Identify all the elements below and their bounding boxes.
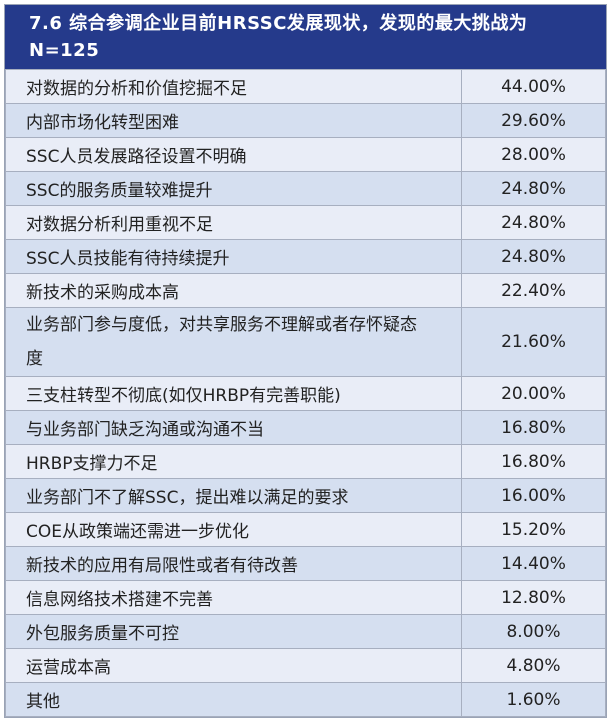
challenge-label: SSC的服务质量较难提升 (5, 171, 462, 206)
challenge-percentage: 12.80% (461, 580, 606, 615)
challenge-label: 新技术的采购成本高 (5, 273, 462, 308)
challenge-percentage: 21.60% (461, 307, 606, 377)
challenges-table: 7.6 综合参调企业目前HRSSC发展现状，发现的最大挑战为 N=125 对数据… (4, 4, 607, 718)
challenge-label: HRBP支撑力不足 (5, 444, 462, 479)
challenge-percentage: 24.80% (461, 239, 606, 274)
challenge-percentage: 15.20% (461, 512, 606, 547)
challenge-percentage: 14.40% (461, 546, 606, 581)
challenge-label: 内部市场化转型困难 (5, 103, 462, 138)
challenge-percentage: 16.00% (461, 478, 606, 513)
table-row: COE从政策端还需进一步优化 15.20% (5, 512, 606, 547)
table-row: 新技术的应用有局限性或者有待改善 14.40% (5, 546, 606, 581)
table-row: 三支柱转型不彻底(如仅HRBP有完善职能) 20.00% (5, 376, 606, 411)
challenge-label: 业务部门参与度低，对共享服务不理解或者存怀疑态度 (5, 307, 462, 377)
challenge-label: 外包服务质量不可控 (5, 614, 462, 649)
challenge-label: 运营成本高 (5, 648, 462, 683)
table-row: 业务部门不了解SSC，提出难以满足的要求 16.00% (5, 478, 606, 513)
table-title: 7.6 综合参调企业目前HRSSC发展现状，发现的最大挑战为 N=125 (5, 5, 606, 69)
table-row: HRBP支撑力不足 16.80% (5, 444, 606, 479)
challenge-percentage: 16.80% (461, 444, 606, 479)
challenge-label: SSC人员技能有待持续提升 (5, 239, 462, 274)
challenge-label: 与业务部门缺乏沟通或沟通不当 (5, 410, 462, 445)
challenge-percentage: 28.00% (461, 137, 606, 172)
table-row: SSC的服务质量较难提升 24.80% (5, 171, 606, 206)
challenge-percentage: 20.00% (461, 376, 606, 411)
challenge-percentage: 4.80% (461, 648, 606, 683)
table-row: 新技术的采购成本高 22.40% (5, 273, 606, 308)
challenge-percentage: 44.00% (461, 69, 606, 104)
challenge-percentage: 8.00% (461, 614, 606, 649)
challenge-label: SSC人员发展路径设置不明确 (5, 137, 462, 172)
challenge-percentage: 22.40% (461, 273, 606, 308)
challenge-label: COE从政策端还需进一步优化 (5, 512, 462, 547)
challenge-label: 对数据分析利用重视不足 (5, 205, 462, 240)
challenge-percentage: 16.80% (461, 410, 606, 445)
table-row: 其他 1.60% (5, 682, 606, 717)
challenge-label: 对数据的分析和价值挖掘不足 (5, 69, 462, 104)
challenge-percentage: 29.60% (461, 103, 606, 138)
table-row: 外包服务质量不可控 8.00% (5, 614, 606, 649)
challenge-label: 其他 (5, 682, 462, 717)
challenge-percentage: 1.60% (461, 682, 606, 717)
challenge-percentage: 24.80% (461, 205, 606, 240)
challenge-label: 三支柱转型不彻底(如仅HRBP有完善职能) (5, 376, 462, 411)
challenge-label: 信息网络技术搭建不完善 (5, 580, 462, 615)
table-row: 对数据分析利用重视不足 24.80% (5, 205, 606, 240)
table-row: 内部市场化转型困难 29.60% (5, 103, 606, 138)
table-row: SSC人员技能有待持续提升 24.80% (5, 239, 606, 274)
challenge-label: 新技术的应用有局限性或者有待改善 (5, 546, 462, 581)
challenge-percentage: 24.80% (461, 171, 606, 206)
table-row: 业务部门参与度低，对共享服务不理解或者存怀疑态度 21.60% (5, 307, 606, 377)
table-row: SSC人员发展路径设置不明确 28.00% (5, 137, 606, 172)
table-row: 信息网络技术搭建不完善 12.80% (5, 580, 606, 615)
table-row: 与业务部门缺乏沟通或沟通不当 16.80% (5, 410, 606, 445)
challenge-label: 业务部门不了解SSC，提出难以满足的要求 (5, 478, 462, 513)
table-row: 运营成本高 4.80% (5, 648, 606, 683)
table-row: 对数据的分析和价值挖掘不足 44.00% (5, 69, 606, 104)
